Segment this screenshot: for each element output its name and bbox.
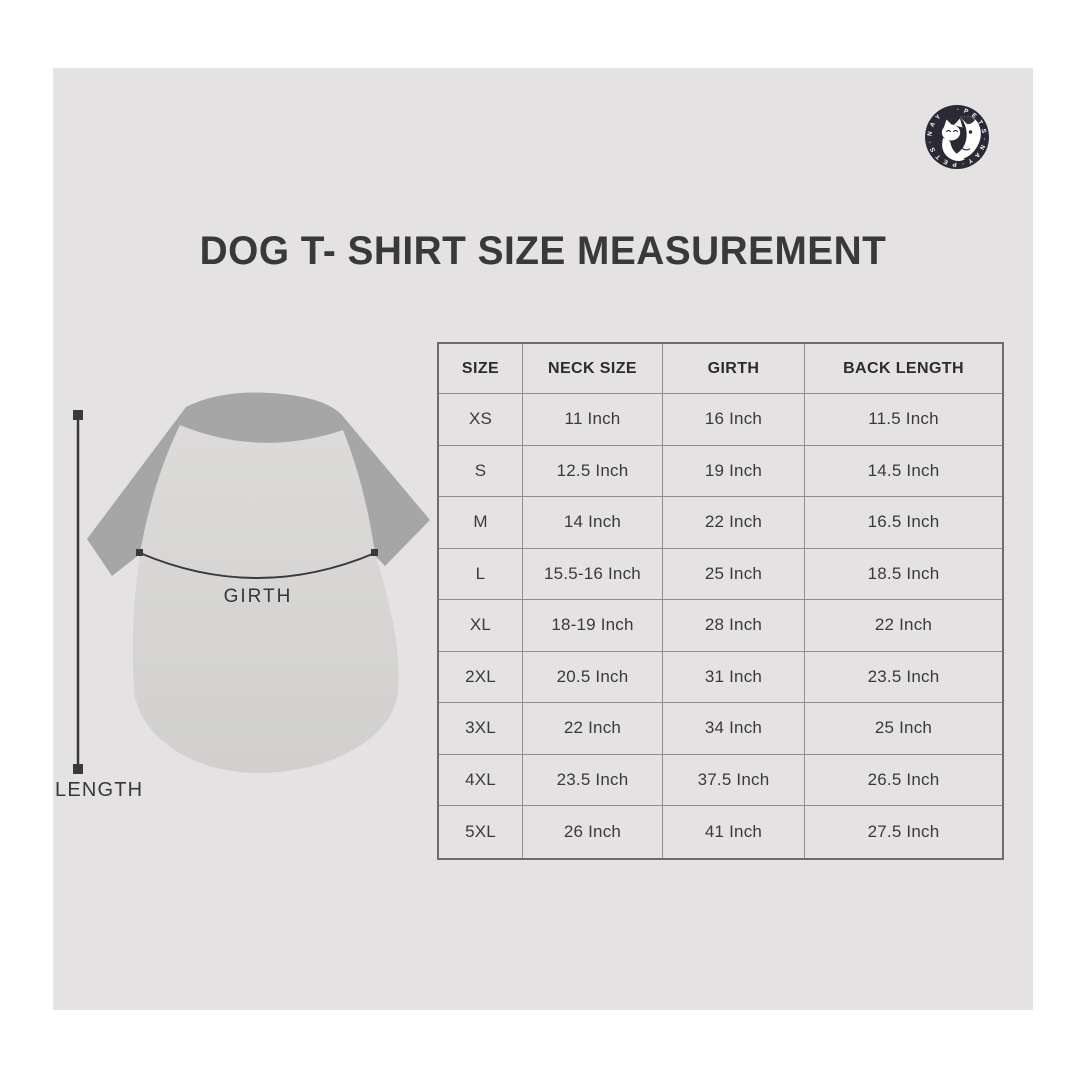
table-cell: 41 Inch (663, 806, 805, 858)
table-cell: 14 Inch (523, 497, 663, 549)
dog-icon (954, 116, 981, 159)
table-cell: 20.5 Inch (523, 651, 663, 703)
table-cell: 14.5 Inch (805, 446, 1002, 497)
table-cell: 2XL (439, 651, 523, 703)
table-cell: 28 Inch (663, 600, 805, 652)
table-cell: L (439, 548, 523, 600)
table-cell: XS (439, 394, 523, 446)
table-cell: 11.5 Inch (805, 394, 1002, 446)
length-label: LENGTH (55, 779, 144, 801)
table-cell: 18-19 Inch (523, 600, 663, 652)
table-cell: 12.5 Inch (523, 445, 663, 497)
length-measure-line (73, 410, 83, 774)
table-cell: 34 Inch (663, 703, 805, 755)
table-cell: M (439, 497, 523, 549)
table-cell: 16.5 Inch (805, 497, 1002, 549)
table-cell: 16 Inch (663, 394, 805, 446)
table-cell: 27.5 Inch (867, 821, 940, 841)
table-cell: 26.5 Inch (805, 755, 1002, 806)
table-cell: S (439, 445, 523, 497)
table-cell: 15.5-16 Inch (523, 548, 663, 600)
table-cell: 22 Inch (805, 600, 1002, 652)
girth-measure-line (136, 549, 378, 579)
table-cell: 5XL (439, 806, 523, 858)
cat-icon (941, 118, 965, 162)
column-header: GIRTH (663, 344, 805, 394)
column-header: NECK SIZE (523, 344, 663, 394)
page-title: DOG T- SHIRT SIZE MEASUREMENT (199, 229, 887, 273)
table-cell: XL (439, 600, 523, 652)
column-header: SIZE (439, 344, 523, 394)
table-cell: 23.5 Inch (523, 754, 663, 806)
brand-logo: · P E T S · N A Y · P E T S · N A Y (925, 105, 989, 169)
shirt-body (132, 425, 399, 774)
size-table: SIZE NECK SIZE GIRTH BACK LENGTH XS 11 Inch 16… (437, 342, 1004, 860)
girth-label: GIRTH (224, 586, 293, 607)
table-cell: 19 Inch (663, 445, 805, 497)
table-cell: 11 Inch (523, 394, 663, 446)
table-cell: 22 Inch (663, 497, 805, 549)
table-cell: 3XL (439, 703, 523, 755)
table-cell: 26 Inch (523, 806, 663, 858)
shirt-illustration: GIRTH (73, 392, 430, 774)
table-cell: 4XL (439, 754, 523, 806)
table-cell: 18.5 Inch (805, 549, 1002, 600)
table-cell: 22 Inch (523, 703, 663, 755)
table-cell: 37.5 Inch (663, 754, 805, 806)
table-cell: 31 Inch (663, 651, 805, 703)
table-cell: 25 Inch (805, 703, 1002, 755)
table-cell: 23.5 Inch (805, 652, 1002, 703)
column-header: BACK LENGTH (805, 344, 1002, 394)
table-cell: 25 Inch (663, 548, 805, 600)
